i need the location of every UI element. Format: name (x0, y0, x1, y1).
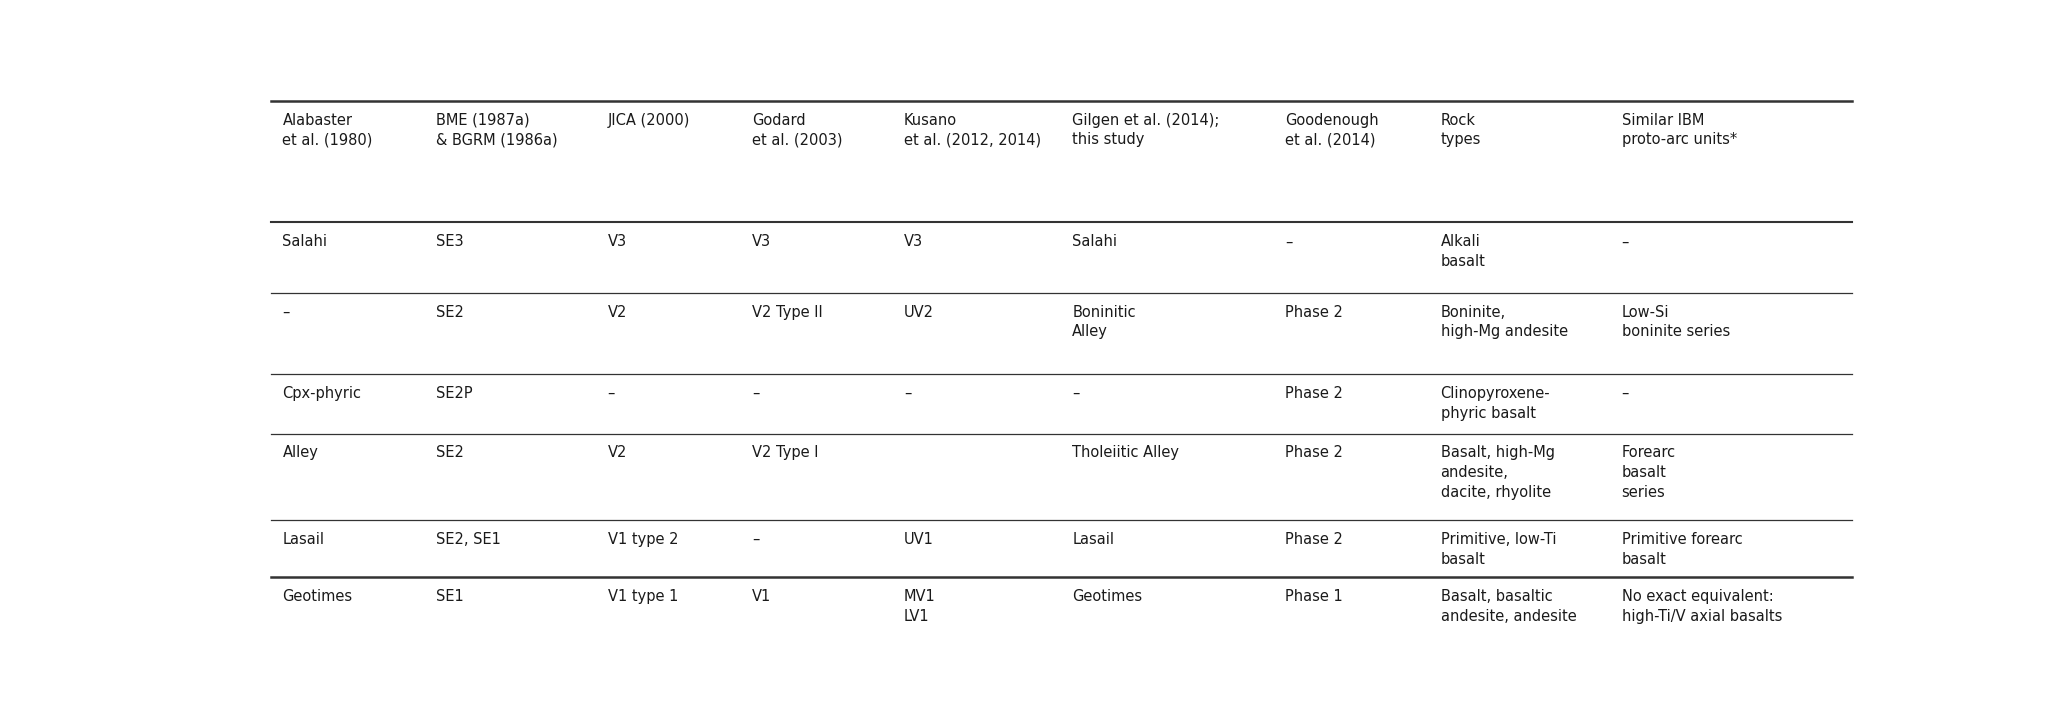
Text: –: – (1623, 234, 1629, 250)
Text: SE2P: SE2P (436, 386, 473, 401)
Text: No exact equivalent:
high-Ti/V axial basalts: No exact equivalent: high-Ti/V axial bas… (1623, 589, 1782, 624)
Text: SE1: SE1 (436, 589, 463, 604)
Text: Godard
et al. (2003): Godard et al. (2003) (752, 112, 841, 148)
Text: Primitive, low-Ti
basalt: Primitive, low-Ti basalt (1441, 532, 1556, 567)
Text: –: – (752, 532, 759, 547)
Text: –: – (608, 386, 616, 401)
Text: Basalt, high-Mg
andesite,
dacite, rhyolite: Basalt, high-Mg andesite, dacite, rhyoli… (1441, 446, 1554, 500)
Text: –: – (1623, 386, 1629, 401)
Text: Lasail: Lasail (283, 532, 325, 547)
Text: Salahi: Salahi (1073, 234, 1116, 250)
Text: Phase 2: Phase 2 (1286, 446, 1344, 460)
Text: Phase 1: Phase 1 (1286, 589, 1344, 604)
Text: MV1
LV1: MV1 LV1 (903, 589, 936, 624)
Text: –: – (1286, 234, 1292, 250)
Text: SE2, SE1: SE2, SE1 (436, 532, 500, 547)
Text: Phase 2: Phase 2 (1286, 304, 1344, 320)
Text: UV1: UV1 (903, 532, 934, 547)
Text: Clinopyroxene-
phyric basalt: Clinopyroxene- phyric basalt (1441, 386, 1550, 420)
Text: Phase 2: Phase 2 (1286, 386, 1344, 401)
Text: Goodenough
et al. (2014): Goodenough et al. (2014) (1286, 112, 1379, 148)
Text: V2 Type I: V2 Type I (752, 446, 819, 460)
Text: SE3: SE3 (436, 234, 463, 250)
Text: SE2: SE2 (436, 304, 465, 320)
Text: Geotimes: Geotimes (1073, 589, 1143, 604)
Text: SE2: SE2 (436, 446, 465, 460)
Text: Boninite,
high-Mg andesite: Boninite, high-Mg andesite (1441, 304, 1567, 340)
Text: Forearc
basalt
series: Forearc basalt series (1623, 446, 1676, 500)
Text: Tholeiitic Alley: Tholeiitic Alley (1073, 446, 1178, 460)
Text: –: – (903, 386, 912, 401)
Text: Rock
types: Rock types (1441, 112, 1480, 148)
Text: V3: V3 (903, 234, 924, 250)
Text: V2 Type II: V2 Type II (752, 304, 823, 320)
Text: –: – (1073, 386, 1079, 401)
Text: –: – (283, 304, 289, 320)
Text: Salahi: Salahi (283, 234, 327, 250)
Text: JICA (2000): JICA (2000) (608, 112, 690, 127)
Text: V3: V3 (752, 234, 771, 250)
Text: Lasail: Lasail (1073, 532, 1114, 547)
Text: V2: V2 (608, 446, 626, 460)
Text: Geotimes: Geotimes (283, 589, 353, 604)
Text: UV2: UV2 (903, 304, 934, 320)
Text: Alabaster
et al. (1980): Alabaster et al. (1980) (283, 112, 372, 148)
Text: V1 type 2: V1 type 2 (608, 532, 678, 547)
Text: V1 type 1: V1 type 1 (608, 589, 678, 604)
Text: BME (1987a)
& BGRM (1986a): BME (1987a) & BGRM (1986a) (436, 112, 558, 148)
Text: V1: V1 (752, 589, 771, 604)
Text: Primitive forearc
basalt: Primitive forearc basalt (1623, 532, 1742, 567)
Text: V2: V2 (608, 304, 626, 320)
Text: Phase 2: Phase 2 (1286, 532, 1344, 547)
Text: Alley: Alley (283, 446, 318, 460)
Text: Low-Si
boninite series: Low-Si boninite series (1623, 304, 1730, 340)
Text: Cpx-phyric: Cpx-phyric (283, 386, 362, 401)
Text: Gilgen et al. (2014);
this study: Gilgen et al. (2014); this study (1073, 112, 1220, 148)
Text: Similar IBM
proto-arc units*: Similar IBM proto-arc units* (1623, 112, 1736, 148)
Text: Boninitic
Alley: Boninitic Alley (1073, 304, 1135, 340)
Text: Alkali
basalt: Alkali basalt (1441, 234, 1486, 269)
Text: –: – (752, 386, 759, 401)
Text: Basalt, basaltic
andesite, andesite: Basalt, basaltic andesite, andesite (1441, 589, 1577, 624)
Text: Kusano
et al. (2012, 2014): Kusano et al. (2012, 2014) (903, 112, 1042, 148)
Text: V3: V3 (608, 234, 626, 250)
